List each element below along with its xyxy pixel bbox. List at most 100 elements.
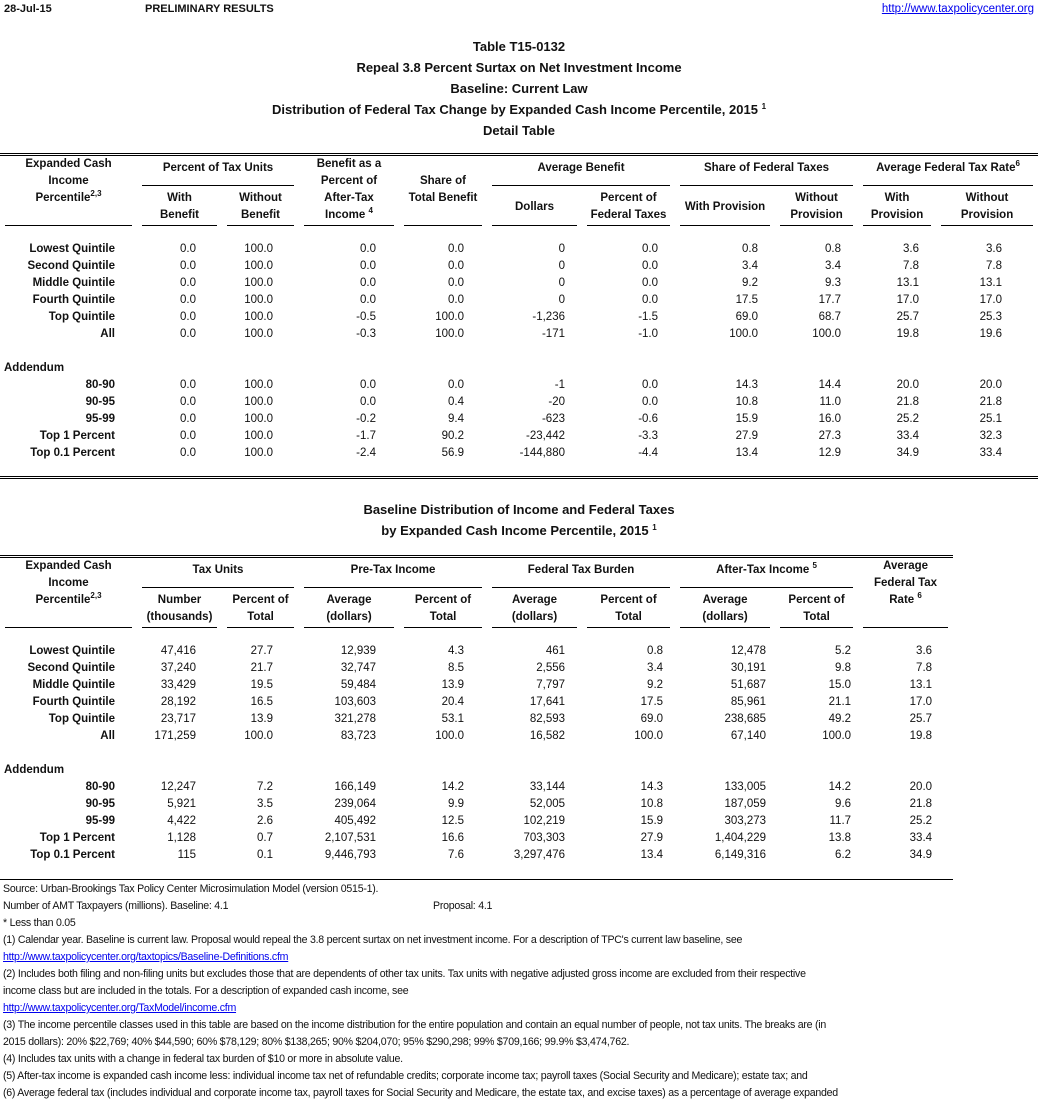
table-cell: 17.0 (979, 294, 1003, 306)
table-cell: 32.3 (979, 430, 1003, 442)
baseline-title: Baseline: Current Law (450, 81, 588, 96)
table-row: Top 0.1 Percent 0.0 100.0 -2.4 56.9 -144,880 -… (0, 445, 1038, 462)
table-cell: 20.4 (441, 696, 465, 708)
row-label: 80-90 (85, 781, 115, 793)
table-cell: 13.4 (735, 447, 759, 459)
table-cell: 0.0 (448, 243, 464, 255)
table-cell: 19.5 (250, 679, 274, 691)
group-header-burden: Federal Tax Burden (487, 557, 675, 593)
table-cell: -0.2 (356, 413, 376, 425)
table-cell: 166,149 (334, 781, 377, 793)
row-label: Middle Quintile (32, 679, 115, 691)
table-cell: 32,747 (340, 662, 377, 674)
table-cell: 9.2 (742, 277, 759, 289)
status-label: PRELIMINARY RESULTS (145, 3, 274, 15)
table-cell: 21.7 (250, 662, 274, 674)
table-cell: 33,144 (529, 781, 566, 793)
table-cell: 0 (558, 277, 565, 289)
table-cell: 5,921 (167, 798, 196, 810)
row-label: 80-90 (85, 379, 115, 391)
addendum-label: Addendum (4, 362, 65, 374)
table-cell: 0.0 (642, 396, 659, 408)
footnote-3: (3) The income percentile classes used i… (3, 1019, 827, 1031)
table-cell: 51,687 (730, 679, 767, 691)
table-row: Top 0.1 Percent 115 0.1 9,446,793 7.6 3,297,4… (0, 847, 953, 864)
table-cell: -144,880 (519, 447, 565, 459)
table-cell: 85,961 (730, 696, 767, 708)
table-cell: 0.0 (180, 447, 196, 459)
col-header-pct-total: Percent of Total (582, 592, 675, 628)
table-cell: 0.8 (647, 645, 664, 657)
table-cell: 2,556 (536, 662, 566, 674)
table-cell: 0.0 (180, 311, 196, 323)
table-cell: 21.8 (979, 396, 1003, 408)
table-cell: 100.0 (812, 328, 842, 340)
table-cell: 25.7 (896, 311, 920, 323)
table-cell: 100.0 (435, 730, 465, 742)
table-cell: 100.0 (244, 447, 273, 459)
table-cell: -1.7 (356, 430, 376, 442)
table-cell: 7.2 (257, 781, 274, 793)
baseline-definitions-link[interactable]: http://www.taxpolicycenter.org/taxtopics… (3, 951, 289, 963)
table-cell: 100.0 (435, 311, 464, 323)
col-header-rate-without: Without Provision (936, 190, 1038, 226)
col-header-benefit-pct: Benefit as a Percent of After-Tax Income 4 (299, 155, 399, 226)
table-cell: 103,603 (334, 696, 377, 708)
table-cell: 7.8 (903, 260, 920, 272)
table-row: Second Quintile 0.0 100.0 0.0 0.0 0 0.0 3.4 3.4 7… (0, 258, 1038, 275)
footnote-1: (1) Calendar year. Baseline is current l… (3, 934, 743, 946)
table-cell: 100.0 (244, 379, 273, 391)
table-row: 95-99 4,422 2.6 405,492 12.5 102,219 15.9 303,2… (0, 813, 953, 830)
table-cell: 25.3 (979, 311, 1003, 323)
row-label: 90-95 (85, 396, 115, 408)
col-header-pct-total: Percent of Total (222, 592, 299, 628)
table-cell: 0.0 (448, 277, 464, 289)
tpc-link[interactable]: http://www.taxpolicycenter.org (881, 3, 1034, 15)
table-cell: 12,247 (160, 781, 196, 793)
income-definition-link[interactable]: http://www.taxpolicycenter.org/TaxModel/… (3, 1002, 237, 1014)
table-cell: -4.4 (638, 447, 659, 459)
table-cell: -0.6 (638, 413, 659, 425)
table-cell: 303,273 (724, 815, 767, 827)
table-cell: 0 (558, 243, 565, 255)
report-date: 28-Jul-15 (4, 3, 52, 15)
table-cell: 3.6 (986, 243, 1003, 255)
row-label: Fourth Quintile (32, 696, 115, 708)
table-row: Middle Quintile 0.0 100.0 0.0 0.0 0 0.0 9.2 9.3 1… (0, 275, 1038, 292)
table-cell: 0.0 (180, 260, 196, 272)
col-header-average: Average (dollars) (487, 592, 582, 628)
table-cell: 0.7 (257, 832, 274, 844)
footnotes: Source: Urban-Brookings Tax Policy Cente… (3, 881, 838, 1102)
table-cell: 0 (558, 294, 565, 306)
table-cell: 8.5 (448, 662, 465, 674)
table-cell: 321,278 (334, 713, 377, 725)
table-cell: 6,149,316 (714, 849, 767, 861)
table-cell: 0.0 (448, 294, 464, 306)
table-cell: 69.0 (735, 311, 759, 323)
group-header-tax-units: Percent of Tax Units (137, 155, 299, 191)
tax-change-table: Expanded Cash Income Percentile2,3 Percen… (0, 153, 1038, 462)
table-cell: 17,641 (529, 696, 566, 708)
col-header-average: Average (dollars) (299, 592, 399, 628)
table-divider (0, 879, 953, 880)
table-cell: 1,128 (167, 832, 196, 844)
table-row: 90-95 5,921 3.5 239,064 9.9 52,005 10.8 187,059… (0, 796, 953, 813)
footnote-2: (2) Includes both filing and non-filing … (3, 968, 806, 980)
table-cell: 1,404,229 (714, 832, 767, 844)
table-cell: 83,723 (340, 730, 377, 742)
table-cell: 102,219 (523, 815, 566, 827)
col-header-with-provision: With Provision (675, 190, 775, 226)
table-cell: 9.3 (825, 277, 842, 289)
table-row: Lowest Quintile 0.0 100.0 0.0 0.0 0 0.0 0.8 0.8 3… (0, 241, 1038, 258)
table-cell: 33.4 (909, 832, 933, 844)
table-cell: -0.3 (356, 328, 376, 340)
col-header-without-provision: Without Provision (775, 190, 858, 226)
table-cell: 68.7 (818, 311, 842, 323)
table-cell: 187,059 (724, 798, 767, 810)
table-cell: 171,259 (154, 730, 196, 742)
table-cell: -2.4 (356, 447, 376, 459)
footnote-5: (5) After-tax income is expanded cash in… (3, 1070, 808, 1082)
table-cell: 15.9 (735, 413, 759, 425)
footnote-3-cont: 2015 dollars): 20% $22,769; 40% $44,590;… (3, 1036, 630, 1048)
table-cell: 6.2 (835, 849, 852, 861)
